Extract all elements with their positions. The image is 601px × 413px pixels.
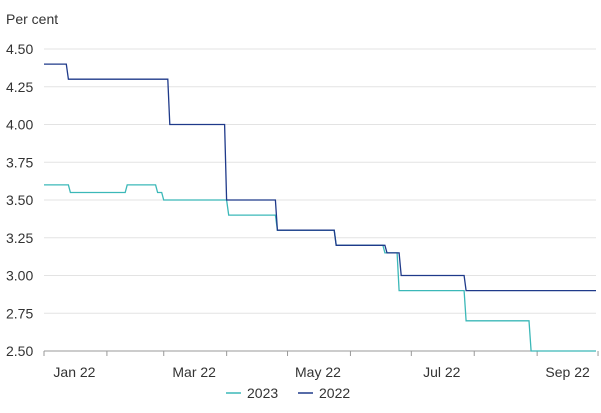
- x-tick-label: Jan 22: [53, 364, 95, 380]
- y-tick-label: 2.50: [6, 343, 33, 359]
- series-line-2023: [44, 184, 596, 352]
- series-line-2022: [44, 63, 596, 292]
- y-tick-label: 4.00: [6, 117, 33, 133]
- gridlines: [44, 48, 596, 352]
- y-tick-label: 3.25: [6, 230, 33, 246]
- x-tick-label: Sep 22: [545, 364, 590, 380]
- y-axis-unit-label: Per cent: [6, 11, 58, 27]
- y-tick-label: 3.50: [6, 192, 33, 208]
- y-axis: 2.50 2.75 3.00 3.25 3.50 3.75 4.00 4.25 4.50: [6, 41, 33, 359]
- x-tick-label: May 22: [295, 364, 341, 380]
- y-tick-label: 4.25: [6, 79, 33, 95]
- y-tick-label: 3.00: [6, 268, 33, 284]
- y-tick-label: 3.75: [6, 154, 33, 170]
- legend-label-2022: 2022: [319, 385, 350, 401]
- series-group: [44, 63, 596, 352]
- x-tick-label: Mar 22: [172, 364, 216, 380]
- x-tick-label: Jul 22: [423, 364, 461, 380]
- x-axis: Jan 22 Mar 22 May 22 Jul 22 Sep 22: [43, 351, 599, 380]
- y-tick-label: 2.75: [6, 305, 33, 321]
- legend-label-2023: 2023: [247, 385, 278, 401]
- y-tick-label: 4.50: [6, 41, 33, 57]
- legend: 2023 2022: [226, 385, 350, 401]
